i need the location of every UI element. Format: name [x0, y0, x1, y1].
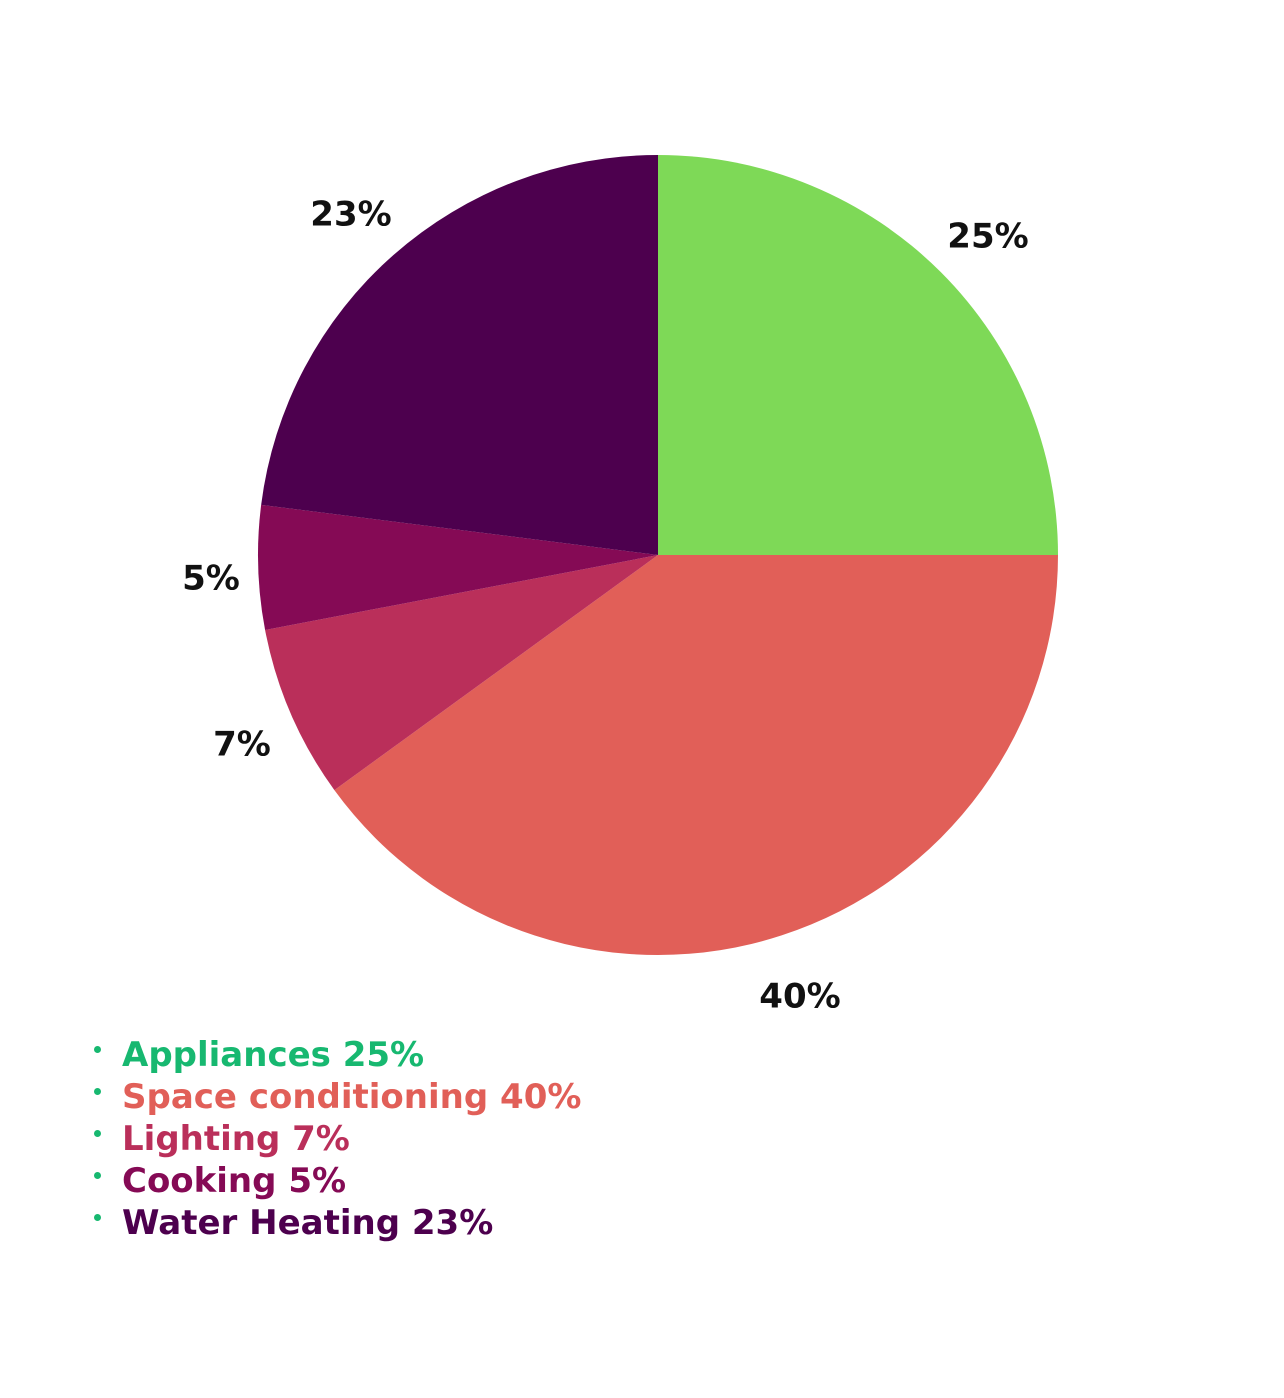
legend-label-lighting: Lighting 7%	[122, 1119, 350, 1159]
bullet-icon	[94, 1214, 101, 1221]
pie-slice-water-heating	[261, 155, 658, 555]
slice-label-cooking: 5%	[182, 559, 240, 599]
bullet-icon	[94, 1046, 101, 1053]
slice-label-lighting: 7%	[213, 725, 271, 765]
bullet-icon	[94, 1130, 101, 1137]
legend-label-water-heating: Water Heating 23%	[122, 1203, 494, 1243]
pie-slice-appliances	[658, 155, 1058, 555]
slice-label-space-conditioning: 40%	[759, 977, 840, 1017]
pie-slice-cooking	[258, 504, 658, 630]
legend-label-space-conditioning: Space conditioning 40%	[122, 1077, 582, 1117]
slice-label-appliances: 25%	[947, 217, 1028, 257]
bullet-icon	[94, 1088, 101, 1095]
pie-slice-lighting	[265, 555, 658, 791]
pie-slices	[258, 155, 1058, 955]
pie-slice-space-conditioning	[334, 555, 1058, 955]
pie-slice-labels: 25% 40% 7% 5% 23%	[182, 195, 1029, 1017]
legend-label-appliances: Appliances 25%	[122, 1035, 425, 1075]
slice-label-water-heating: 23%	[310, 195, 391, 235]
legend-label-cooking: Cooking 5%	[122, 1161, 347, 1201]
bullet-icon	[94, 1172, 101, 1179]
